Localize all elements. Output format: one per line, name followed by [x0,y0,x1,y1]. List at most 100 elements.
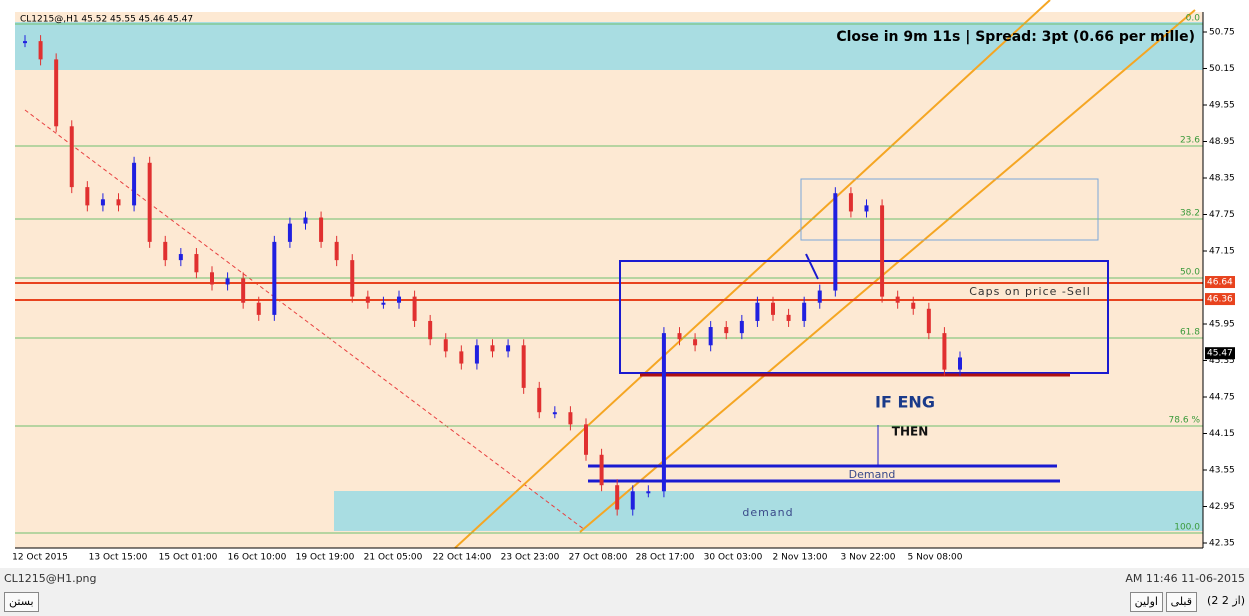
price-tag [1205,293,1235,306]
demand-zone [334,491,1203,531]
annotation: IF ENG [875,393,935,412]
candle [38,41,43,60]
price-tag-label: 45.47 [1207,349,1233,359]
candle [568,412,573,425]
candle [147,162,152,242]
channel-line [454,0,1051,549]
candle [334,241,339,261]
candle [241,278,246,303]
candle [537,387,542,413]
price-tag [1205,347,1235,360]
candle [287,223,292,242]
price-label: 43.55 [1209,466,1235,476]
annotation: THEN [892,425,928,439]
candle [848,193,853,212]
candle [210,272,214,285]
candle [584,424,588,455]
fib-label: 38.2 [1180,209,1200,219]
candle [443,339,448,352]
candle [958,357,962,370]
time-label: 16 Oct 10:00 [228,553,287,563]
time-label: 5 Nov 08:00 [908,553,963,563]
candle [786,314,791,321]
price-label: 45.35 [1209,356,1235,366]
time-label: 19 Oct 19:00 [296,553,355,563]
candle [942,333,947,370]
candle [646,491,651,494]
price-label: 45.95 [1209,320,1235,330]
time-label: 22 Oct 14:00 [433,553,492,563]
candle [272,241,277,315]
supply-zone [15,22,1203,70]
candle [132,162,137,206]
prev-button[interactable]: قبلی [1165,592,1197,612]
range-box [800,178,1099,241]
time-label: 2 Nov 13:00 [773,553,828,563]
first-button[interactable]: اولین [1129,592,1163,612]
arrow [805,253,819,280]
price-label: 49.55 [1209,101,1235,111]
chart-area [15,12,1203,548]
fib-label: 50.0 [1180,268,1200,278]
time-label: 13 Oct 15:00 [89,553,148,563]
price-label: 50.15 [1209,64,1235,74]
candle [771,302,775,315]
range-box [619,260,1109,374]
price-label: 44.15 [1209,429,1235,439]
timestamp: AM 11:46 11-06-2015 [1125,572,1245,585]
candle [412,296,417,321]
candle [708,327,713,346]
time-label: 30 Oct 03:00 [704,553,763,563]
price-label: 47.15 [1209,247,1235,257]
page-count: (2 از 2) [1207,594,1245,607]
filename: CL1215@H1.png [4,572,97,585]
time-label: 21 Oct 05:00 [364,553,423,563]
time-label: 27 Oct 08:00 [569,553,628,563]
price-label: 44.75 [1209,393,1235,403]
price-tag-label: 46.64 [1207,278,1233,288]
time-label: 3 Nov 22:00 [841,553,896,563]
time-label: 28 Oct 17:00 [636,553,695,563]
annotation: Caps on price -Sell [969,285,1091,298]
candle [926,308,931,334]
price-label: 48.95 [1209,137,1235,147]
close-button[interactable]: بستن [4,592,39,612]
candle [350,260,355,297]
candle [817,290,822,303]
candle [225,278,230,285]
candle [428,320,433,340]
fib-label: 23.6 [1180,136,1200,146]
candle [459,351,464,364]
time-label: 12 Oct 2015 [12,553,68,563]
candle [880,205,885,297]
price-label: 50.75 [1209,28,1235,38]
candle [381,302,386,305]
candle [365,296,370,303]
price-label: 42.35 [1209,539,1235,549]
annotation: demand [742,506,793,519]
time-label: 23 Oct 23:00 [501,553,560,563]
price-tag-label: 46.36 [1207,295,1233,305]
candle [397,296,401,303]
candle [474,345,479,364]
channel-line [579,9,1196,533]
candle [615,485,620,510]
candle [23,41,27,44]
candle [630,491,635,510]
viewer-footer: CL1215@H1.png AM 11:46 11-06-2015 [0,568,1249,616]
candle [552,412,557,415]
candle [895,296,900,303]
annotation: Demand [849,468,896,481]
price-label: 48.35 [1209,174,1235,184]
candle [100,199,105,206]
time-label: 15 Oct 01:00 [159,553,218,563]
candle [911,302,916,309]
candle [319,217,324,242]
candle [739,320,744,334]
countdown: Close in 9m 11s | Spread: 3pt (0.66 per … [836,29,1195,45]
symbol-line: CL1215@,H1 45.52 45.55 45.46 45.47 [20,15,193,25]
candle [54,59,59,127]
candle [178,254,183,261]
candle [693,339,698,346]
